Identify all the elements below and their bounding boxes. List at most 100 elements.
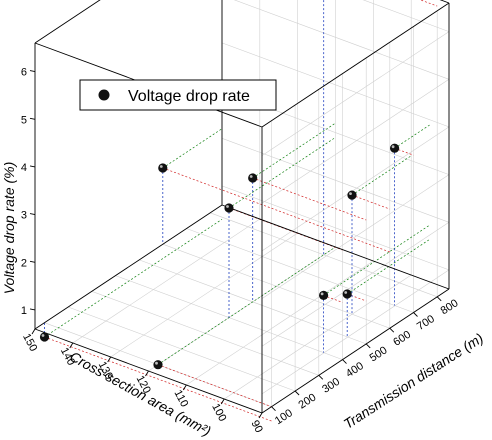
projection-line-y — [228, 137, 336, 209]
data-point-highlight — [391, 145, 395, 149]
data-point — [224, 203, 234, 213]
data-point-highlight — [155, 361, 158, 365]
y-tick-label: 300 — [320, 376, 342, 396]
grid-line — [72, 218, 260, 344]
x-tick-label: 100 — [209, 402, 228, 424]
x-axis-title: Cross-section area (mm²) — [67, 348, 214, 439]
data-point-highlight — [159, 165, 163, 168]
y-tick-label: 600 — [391, 329, 413, 349]
z-tick-label: 4 — [21, 162, 27, 174]
y-tick-label: 400 — [344, 360, 366, 380]
x-tick-mark — [31, 328, 36, 335]
x-tick-mark — [258, 412, 263, 419]
projection-line-x — [162, 167, 390, 253]
box-edge — [34, 204, 223, 330]
grid-line — [261, 126, 450, 252]
y-tick-mark — [436, 296, 442, 302]
grid-line — [224, 274, 412, 400]
legend-marker — [98, 89, 110, 101]
projection-line-x — [347, 293, 367, 302]
y-tick-label: 700 — [415, 313, 437, 333]
grid-line — [186, 260, 374, 386]
data-point — [153, 360, 163, 370]
y-tick-mark — [365, 343, 371, 349]
data-point-highlight — [344, 291, 348, 294]
data-point-highlight — [41, 334, 45, 337]
projection-line-y — [44, 219, 223, 338]
grid-line — [261, 174, 450, 299]
x-tick-mark — [220, 398, 225, 405]
projection-line-x — [351, 194, 390, 210]
box-edge — [221, 204, 450, 290]
x-tick-label: 90 — [248, 418, 264, 434]
z-tick-mark — [29, 117, 36, 120]
data-point-highlight — [320, 292, 324, 296]
x-tick-mark — [182, 384, 187, 391]
box-edge — [261, 288, 450, 414]
legend-box — [79, 79, 277, 111]
x-tick-mark — [145, 370, 149, 377]
tick-layer: 1234569010011012013014015010020030040050… — [20, 67, 460, 435]
y-tick-label: 800 — [439, 297, 461, 317]
data-point — [39, 332, 50, 342]
axes-layer — [34, 0, 450, 414]
z-tick-label: 6 — [21, 67, 27, 79]
projection-line-x — [394, 147, 414, 156]
z-tick-mark — [29, 213, 36, 216]
box-edge — [34, 0, 101, 44]
y-tick-mark — [389, 327, 395, 333]
data-point — [248, 173, 258, 183]
projection-line-x — [323, 295, 343, 303]
grid-line — [261, 222, 450, 347]
x-tick-label: 150 — [20, 332, 39, 354]
y-tick-mark — [413, 312, 418, 317]
y-tick-mark — [271, 406, 276, 412]
y-tick-label: 200 — [296, 391, 318, 411]
grid-line — [110, 232, 298, 358]
projection-line-x — [44, 336, 272, 422]
data-point — [347, 190, 357, 200]
z-tick-mark — [29, 308, 36, 311]
grid-line — [261, 31, 450, 156]
z-tick-label: 1 — [21, 305, 27, 317]
z-tick-label: 5 — [21, 114, 27, 126]
projection-line-x — [419, 0, 438, 7]
box-edge — [261, 2, 450, 128]
data-point-highlight — [349, 192, 352, 196]
grid-line — [186, 228, 414, 313]
legend: Voltage drop rate — [79, 79, 277, 111]
points-layer — [39, 143, 400, 370]
y-tick-mark — [318, 374, 324, 380]
data-point — [390, 143, 400, 153]
projection-line-y — [394, 124, 431, 149]
z-tick-label: 2 — [21, 257, 27, 269]
y-tick-mark — [294, 390, 300, 396]
projection-line-y — [162, 128, 223, 169]
grid-line — [261, 79, 450, 204]
projection-line-x — [157, 364, 272, 408]
x-tick-mark — [69, 342, 74, 349]
z-axis-title: Voltage drop rate (%) — [1, 162, 17, 295]
x-tick-mark — [107, 356, 112, 363]
projection-line-y — [157, 246, 336, 365]
z-tick-mark — [29, 165, 36, 168]
y-axis-title: Transmission distance (m) — [341, 330, 487, 432]
projection-line-x — [252, 177, 367, 221]
grid-line — [261, 269, 450, 395]
projection-line-y — [323, 224, 431, 296]
projection-line-y — [252, 122, 336, 179]
grid-line — [210, 212, 438, 298]
z-tick-label: 3 — [21, 210, 27, 222]
z-tick-mark — [29, 260, 36, 263]
y-tick-mark — [342, 359, 347, 364]
projection-line-y — [351, 155, 412, 196]
data-point-highlight — [249, 175, 253, 178]
data-point — [342, 289, 352, 299]
legend-entry: Voltage drop rate — [128, 88, 250, 105]
data-point — [319, 290, 329, 300]
z-tick-mark — [29, 70, 36, 73]
y-tick-label: 500 — [368, 344, 390, 364]
data-point-highlight — [226, 205, 229, 208]
y-tick-label: 100 — [273, 407, 295, 427]
